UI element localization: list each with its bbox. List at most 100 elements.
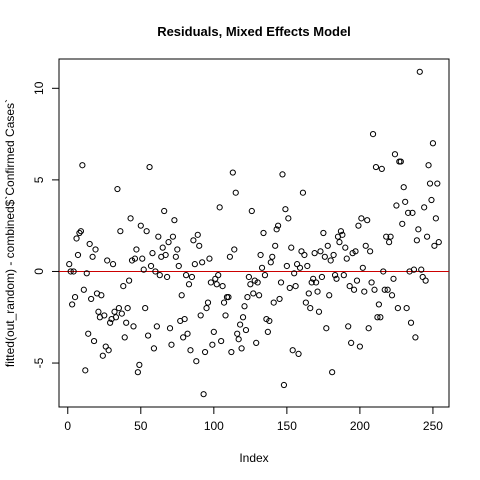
data-point [82,367,89,374]
data-point [219,283,226,290]
data-point [339,231,346,238]
data-point [403,304,410,312]
data-point [329,369,336,376]
data-point [416,68,423,75]
data-point [161,207,168,215]
data-point [361,288,368,295]
data-point [365,325,372,332]
data-point [232,189,239,196]
data-point [155,233,162,240]
data-point [181,315,188,323]
data-point [346,283,353,290]
data-point [212,275,219,282]
data-point [364,217,371,224]
data-point [397,158,404,165]
data-point [209,341,216,348]
data-point [260,229,267,237]
data-point [194,231,201,238]
data-point [142,304,149,312]
data-point [188,273,196,281]
y-tick-label: 5 [32,176,46,183]
data-point [388,292,396,299]
data-point [115,304,122,312]
data-point [253,339,260,346]
data-point [405,209,412,216]
data-point [225,294,232,301]
data-point [426,180,434,187]
data-point [419,273,426,281]
data-point [222,312,229,319]
data-point [250,290,257,297]
data-point [175,262,182,270]
data-point [257,251,264,259]
data-point [399,220,406,227]
data-point [264,328,271,336]
data-point [410,266,418,273]
data-point [163,273,171,281]
data-point [162,251,169,259]
data-point [387,233,394,240]
data-point [409,209,416,216]
data-point [380,268,387,275]
data-point [101,312,108,319]
data-point [384,286,391,293]
data-point [342,244,349,251]
y-tick-label: 0 [32,268,46,275]
data-point [261,272,269,279]
data-point [85,330,92,337]
data-point [118,310,125,317]
data-point [92,246,99,253]
data-point [258,264,266,271]
data-point [196,242,203,249]
data-point [431,242,438,249]
x-tick-label: 50 [134,419,148,433]
data-point [320,229,327,237]
data-point [421,204,428,211]
data-point [369,130,377,138]
data-point [166,325,174,332]
data-point [288,244,295,251]
data-point [207,279,215,286]
data-point [383,233,390,240]
data-point [337,228,345,235]
data-point [358,215,365,222]
data-point [310,275,317,282]
data-point [171,217,178,224]
data-point [90,337,98,345]
data-point [159,244,166,251]
data-point [324,242,331,249]
data-point [184,330,191,337]
data-point [80,286,87,293]
data-point [254,279,261,286]
data-point [145,332,152,339]
data-point [146,163,153,171]
data-point [368,279,375,286]
data-point [228,348,235,356]
data-point [244,294,251,301]
data-point [98,292,105,299]
x-axis: 0 50 100 150 200 250 [64,407,443,433]
data-point [121,334,128,341]
chart-title: Residuals, Mixed Effects Model [157,24,351,39]
data-point [362,242,369,249]
data-point [124,304,131,312]
data-point [413,237,420,244]
data-point [314,288,321,295]
data-point [277,279,285,286]
y-tick-label: -5 [32,357,46,368]
data-point [73,235,80,242]
data-point [193,358,200,365]
plot-area-frame [58,58,450,408]
data-point [143,228,150,235]
data-point [330,251,337,259]
data-point [348,339,355,346]
data-point [191,261,198,268]
data-point [204,299,212,306]
data-point [266,317,273,325]
data-point [272,242,279,249]
data-point [111,308,118,315]
data-point [178,292,185,299]
data-point [241,303,248,310]
data-point [359,264,366,271]
data-point [174,246,181,253]
